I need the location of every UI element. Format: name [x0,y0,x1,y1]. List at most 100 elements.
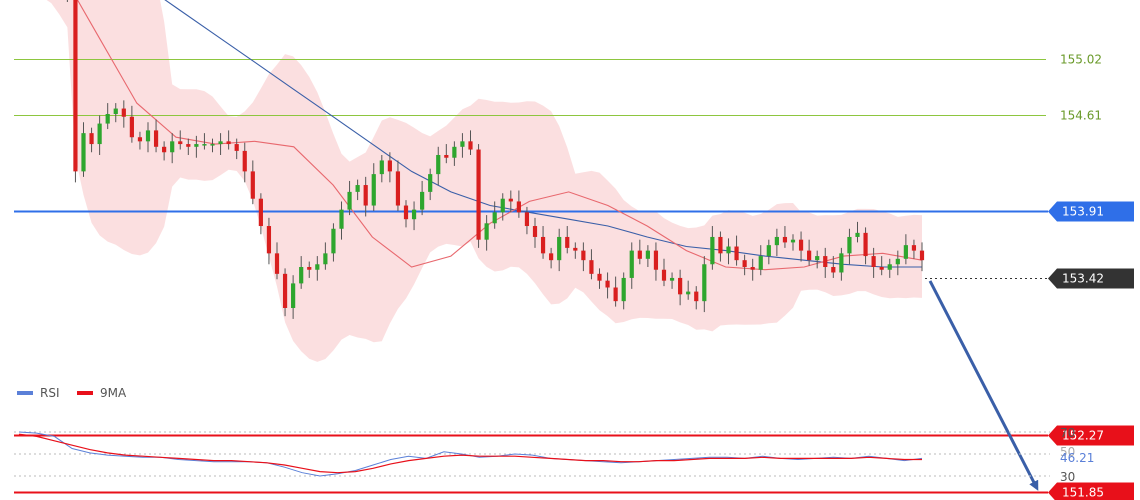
candle-body [315,264,320,270]
candle-body [661,269,667,281]
candle-body [589,260,594,274]
candle-body [73,0,78,172]
candle-body [581,250,586,261]
candle-body [97,123,102,145]
candle-body [403,205,409,220]
rsi-legend-swatch [17,391,33,395]
candle-body [807,250,812,261]
candle-body [476,149,481,240]
candle-body [710,236,715,265]
level-badge-current [1048,268,1134,289]
candle-body [863,232,868,257]
candle-body [121,108,126,117]
candle-body [557,236,562,261]
ma-line-slow [164,0,922,268]
ma-line-fast [76,0,923,271]
candle-body [686,291,691,295]
candle-body [81,133,86,172]
candle-body [782,236,788,243]
rsi-tick-50: 50 [1060,445,1075,459]
level-label-resistance-1: 154.61 [1060,109,1102,123]
candle-body [887,264,892,270]
candle-body [750,267,755,270]
level-badge-support-2 [1048,482,1134,500]
candle-body [678,277,683,295]
candle-body [105,114,110,124]
ma-legend-swatch [77,391,93,395]
candle-body [500,198,505,213]
candle-body [613,287,618,302]
candle-body [734,246,739,261]
candle-body [355,185,360,192]
candle-body [162,146,167,153]
candle-body [113,108,118,115]
candle-body [871,256,876,268]
candle-body [250,171,255,199]
candle-body [379,160,384,175]
rsi-legend: RSI 9MA [17,386,127,400]
candle-body [234,144,239,151]
candle-body [508,198,513,202]
candle-body [653,250,659,270]
rsi-tick-70: 70 [1060,426,1075,440]
band-area [46,0,922,362]
candle-body [89,133,94,145]
candle-body [895,258,900,265]
rsi-panel: RSI 9MA 70 50 46.21 30 [14,386,1094,484]
candle-body [718,236,723,254]
candle-body [911,245,917,251]
candle-body [299,267,304,284]
candle-body [202,144,207,146]
ma-legend-label: 9MA [100,386,127,400]
candle-body [694,291,699,302]
candle-body [347,191,352,210]
candle-body [823,256,828,268]
bollinger-band [46,0,922,362]
candle-body [178,141,183,145]
candle-body [798,239,804,251]
candle-body [549,253,554,261]
candle-body [492,212,497,224]
price-levels [14,59,1048,494]
candle-body [266,226,272,254]
candlesticks [66,0,925,319]
candle-body [307,267,312,270]
candle-body [186,144,191,147]
candle-body [847,236,852,254]
candle-body [420,191,425,210]
level-label-resistance-2: 155.02 [1060,53,1102,67]
candle-body [282,273,288,308]
candle-body [540,236,546,254]
candle-body [242,150,247,172]
candle-body [629,250,634,278]
candle-body [758,256,763,270]
candle-body [331,228,336,254]
candle-body [153,130,159,147]
candle-body [274,253,280,274]
candle-body [428,174,433,192]
candle-body [387,160,392,172]
candle-body [855,232,860,237]
level-badge-text-support-1: 152.27 [1062,429,1104,443]
candle-body [411,209,417,220]
candle-body [645,250,650,259]
candle-body [323,253,328,265]
candle-body [218,141,223,145]
level-badge-text-pivot: 153.91 [1062,205,1104,219]
rsi-lines [18,431,923,477]
candle-body [137,137,143,142]
candle-body [129,116,134,138]
candle-body [774,236,779,246]
candle-body [468,141,473,150]
candle-body [452,146,457,158]
price-badges: 155.02 154.61 153.91 153.42 152.27 151.85 [1048,53,1134,500]
candle-body [669,277,675,281]
candle-body [532,226,538,237]
forecast-arrow-line [928,280,1039,491]
level-badge-support-1 [1048,425,1134,446]
candle-body [766,245,771,257]
forecast-arrow [928,280,1039,491]
candle-body [460,141,465,147]
candle-body [395,171,401,206]
